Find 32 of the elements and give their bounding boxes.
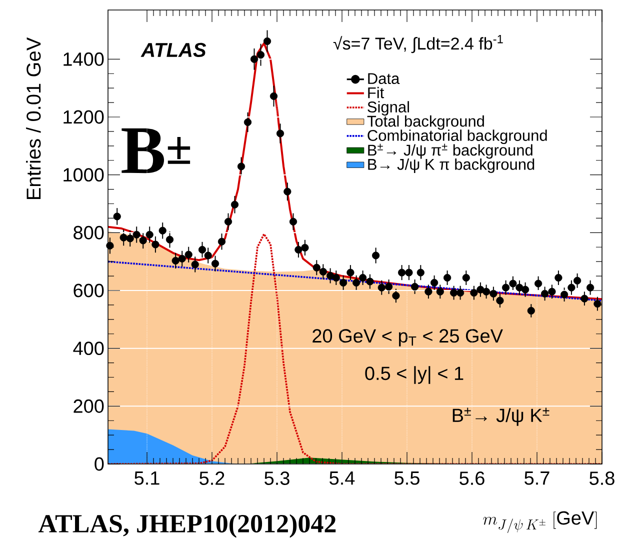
legend-label: Total background <box>367 115 484 130</box>
annotation: 0.5 < |y| < 1 <box>365 366 464 384</box>
y-tick-label: 0 <box>94 457 104 471</box>
x-tick-label: 5.7 <box>524 472 550 485</box>
annotation: ATLAS <box>140 42 206 58</box>
x-tick-label: 5.8 <box>590 472 614 485</box>
x-tick-label: 5.1 <box>134 472 160 485</box>
y-tick-label: 1400 <box>64 52 104 66</box>
x-tick-label: 5.2 <box>200 472 224 485</box>
y-tick-label: 400 <box>73 342 104 356</box>
y-tick-label: 1200 <box>64 110 104 124</box>
annotation: B$^{±}$→ J/ψ K$^{±}$ <box>452 408 550 426</box>
text: ATLAS, JHEP10(2012)042 <box>38 514 336 538</box>
x-tick-label: 5.4 <box>330 472 355 485</box>
x-axis-title: $m_{J/\psi\, K^{\pm}}\;\mathrm{[GeV]}$ <box>483 511 597 533</box>
legend-label: B$^{±}$→ J/ψ π$^{±}$ background <box>368 144 532 159</box>
y-tick-label: 200 <box>74 399 104 413</box>
legend-label: Fit <box>368 86 384 98</box>
y-tick-label: 800 <box>74 226 104 240</box>
annotation: B$^{±}$ <box>122 128 190 174</box>
x-tick-label: 5.6 <box>460 472 484 485</box>
y-tick-label: 600 <box>74 284 104 298</box>
legend-label: B→ J/ψ K π background <box>368 158 534 173</box>
x-tick-label: 5.3 <box>264 472 290 485</box>
y-axis-title: Entries / 0.01 GeV <box>26 37 41 200</box>
x-tick-label: 5.5 <box>394 472 420 485</box>
legend-label: Data <box>368 73 400 84</box>
y-tick-label: 1000 <box>64 168 104 182</box>
legend-label: Signal <box>368 101 409 116</box>
annotation: 20 GeV < p$_{T}$ < 25 GeV <box>312 329 503 346</box>
annotation: √s=7 TeV, ∫Ldt=2.4 fb$^{-1}$ <box>333 35 503 54</box>
legend-label: Combinatorial background <box>368 130 547 144</box>
